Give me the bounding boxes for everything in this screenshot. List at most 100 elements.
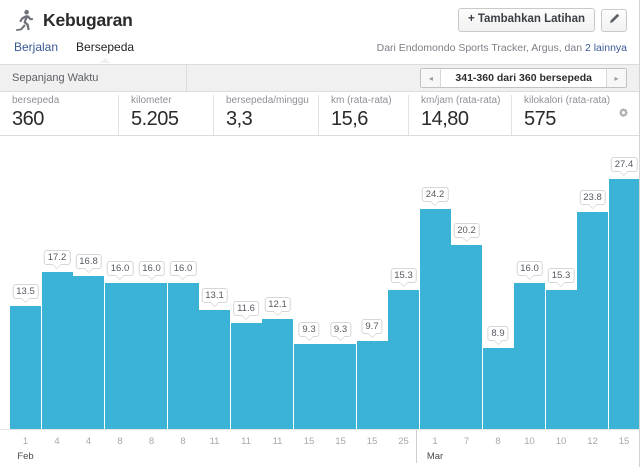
chevron-left-icon[interactable]: ◂ [421, 69, 442, 87]
bar[interactable] [388, 289, 419, 429]
stat-value: 15,6 [331, 108, 368, 130]
header-actions: + Tambahkan Latihan [457, 8, 627, 32]
bar-value-label: 16.8 [75, 254, 102, 273]
bar-value-label: 23.8 [579, 190, 606, 210]
bar-column[interactable]: 17.2 [41, 136, 73, 429]
bar-column[interactable]: 15.3 [388, 136, 419, 429]
bar-column[interactable]: 9.7 [356, 136, 388, 429]
bar-value-label: 15.3 [390, 267, 417, 287]
x-tick-label: 8 [148, 436, 155, 447]
bar-value-label: 16.0 [138, 261, 165, 281]
bar[interactable] [10, 306, 41, 429]
bar-column[interactable]: 13.1 [199, 136, 230, 429]
pagination-control: ◂ 341-360 dari 360 bersepeda ▸ [420, 68, 627, 88]
bar[interactable] [325, 344, 356, 429]
x-tick-label: 15 [335, 436, 346, 447]
bar[interactable] [356, 340, 388, 429]
tab-bersepeda[interactable]: Bersepeda [76, 40, 135, 63]
bar-value-label: 9.7 [361, 318, 383, 338]
bar-value-label: 13.5 [12, 284, 39, 304]
x-tick-label: 8 [180, 436, 186, 447]
x-tick-label: 15 [303, 436, 315, 447]
bar[interactable] [73, 276, 104, 429]
bar-column[interactable]: 15.3 [545, 136, 577, 429]
bar-value-label: 27.4 [610, 157, 638, 177]
x-month-label: Feb [17, 451, 34, 462]
bar-value-label: 17.2 [43, 250, 71, 270]
stat-bersepeda-per-minggu: bersepeda/minggu 3,3 [213, 95, 318, 135]
x-month-label: Mar [426, 451, 444, 462]
bar-value-label: 15.3 [547, 267, 575, 287]
bar-value-label: 9.3 [329, 322, 352, 342]
bar[interactable] [451, 245, 482, 429]
bar-column[interactable]: 16.0 [104, 136, 136, 429]
stat-kilometer: kilometer 5.205 [118, 95, 213, 135]
bar[interactable] [545, 289, 577, 429]
title-group: Kebugaran [14, 9, 133, 31]
stat-value: 14,80 [421, 108, 469, 130]
x-tick-label: 8 [117, 436, 123, 447]
activity-tabs: Berjalan Bersepeda [14, 40, 135, 63]
bar-column[interactable]: 20.2 [451, 136, 482, 429]
bar[interactable] [482, 347, 514, 429]
bar-column[interactable]: 13.5 [10, 136, 41, 429]
bar-column[interactable]: 9.3 [293, 136, 325, 429]
sources-more-link[interactable]: 2 lainnya [584, 42, 627, 54]
x-tick-label: 4 [54, 436, 60, 447]
stat-label: kilometer [131, 95, 172, 106]
bar-column[interactable]: 24.2 [419, 136, 451, 429]
bar[interactable] [104, 283, 136, 429]
bar[interactable] [199, 309, 230, 429]
edit-button[interactable] [601, 8, 627, 32]
data-sources: Dari Endomondo Sports Tracker, Argus, da… [377, 40, 627, 55]
tab-berjalan[interactable]: Berjalan [14, 40, 59, 54]
pagination-range-text: 341-360 dari 360 bersepeda [455, 72, 592, 84]
bar-value-label: 12.1 [264, 296, 291, 316]
gear-icon[interactable] [618, 106, 629, 124]
bar-column[interactable]: 16.8 [73, 136, 104, 429]
bar-value-label: 16.0 [516, 261, 543, 281]
bar[interactable] [577, 212, 608, 429]
x-tick-label: 1 [22, 436, 29, 447]
bar[interactable] [514, 283, 545, 429]
x-axis-line [0, 429, 639, 430]
bar-column[interactable]: 16.0 [514, 136, 545, 429]
bar[interactable] [136, 283, 167, 429]
stat-bersepeda: bersepeda 360 [0, 95, 118, 135]
bar[interactable] [41, 272, 73, 429]
chart-plot-area: 13.5 17.2 16.8 16.0 16.0 16.0 13.1 11.6 12.1 9.3 9… [0, 136, 639, 429]
bar-column[interactable]: 8.9 [482, 136, 514, 429]
bar[interactable] [419, 208, 451, 429]
bar-column[interactable]: 23.8 [577, 136, 608, 429]
bar-value-label: 16.0 [169, 261, 197, 281]
filter-divider [186, 65, 187, 91]
bar[interactable] [262, 318, 293, 429]
bar-column[interactable]: 16.0 [136, 136, 167, 429]
stat-label: km (rata-rata) [331, 95, 392, 106]
running-person-icon [14, 9, 34, 31]
stat-value: 5.205 [131, 108, 179, 130]
bar-value-label: 16.0 [106, 261, 134, 281]
stat-label: bersepeda [12, 95, 60, 106]
time-range-label[interactable]: Sepanjang Waktu [12, 72, 99, 84]
chevron-right-icon[interactable]: ▸ [606, 69, 626, 87]
bar-value-label: 8.9 [487, 325, 509, 345]
bar[interactable] [167, 283, 199, 429]
x-tick-label: 15 [366, 436, 378, 447]
sources-prefix: Dari Endomondo Sports Tracker, Argus, da… [376, 42, 585, 54]
bar-column[interactable]: 27.4 [608, 136, 639, 429]
bar[interactable] [608, 179, 639, 429]
bar-column[interactable]: 11.6 [230, 136, 262, 429]
bar-column[interactable]: 12.1 [262, 136, 293, 429]
bar-column[interactable]: 16.0 [167, 136, 199, 429]
x-tick-label: 11 [241, 436, 251, 447]
bar[interactable] [230, 323, 262, 429]
x-tick-label: 4 [85, 436, 92, 447]
bar-value-label: 24.2 [421, 186, 449, 206]
add-exercise-button[interactable]: + Tambahkan Latihan [457, 8, 595, 32]
bar[interactable] [293, 344, 325, 429]
x-tick-label: 1 [432, 436, 438, 447]
stat-kilokalori-rata-rata: kilokalori (rata-rata) 575 [511, 95, 631, 135]
bar-value-label: 11.6 [233, 301, 259, 321]
bar-column[interactable]: 9.3 [325, 136, 356, 429]
